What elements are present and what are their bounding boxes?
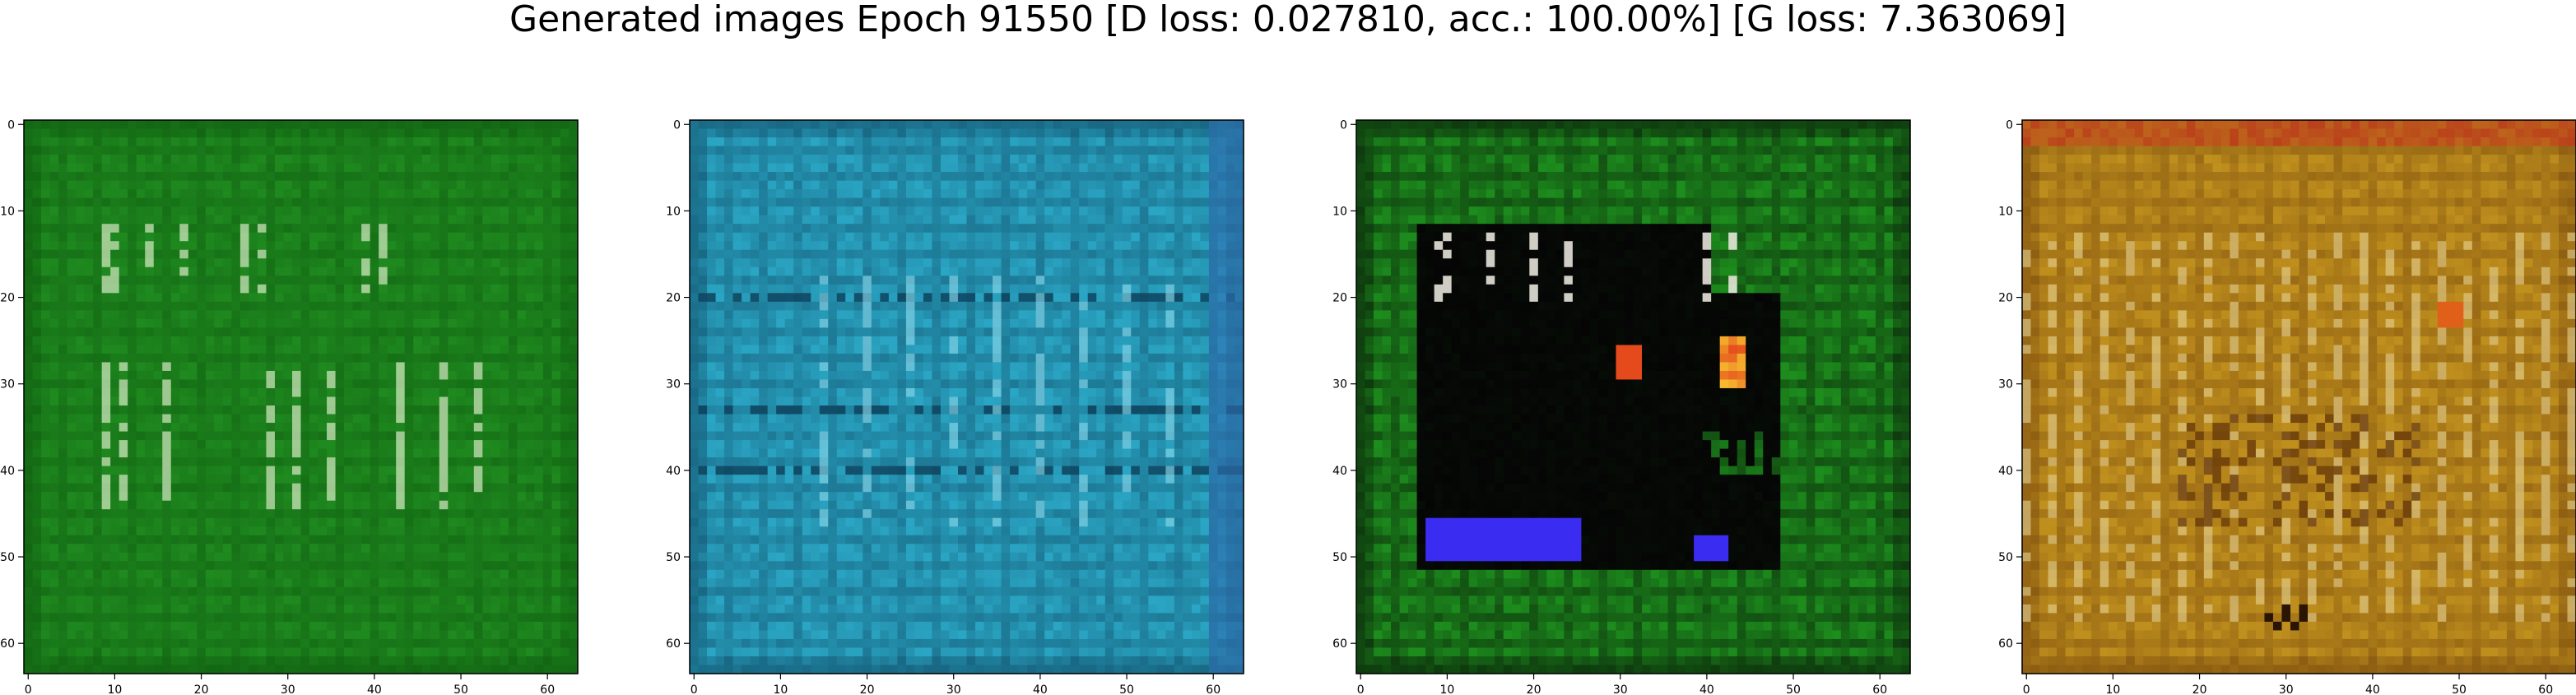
y-tick-label: 10 <box>1998 205 2013 218</box>
y-tick-label: 0 <box>2006 118 2013 132</box>
x-tick-label: 60 <box>1206 683 1221 695</box>
generated-image-4 <box>2022 120 2576 674</box>
x-tick-label: 40 <box>1033 683 1048 695</box>
x-tick-label: 10 <box>774 683 788 695</box>
x-tick-label: 60 <box>1872 683 1887 695</box>
x-tick-label: 20 <box>1527 683 1541 695</box>
y-tick-label: 40 <box>1332 465 1347 478</box>
x-tick-label: 10 <box>2106 683 2121 695</box>
y-tick-label: 40 <box>0 465 15 478</box>
y-tick-label: 40 <box>1998 465 2013 478</box>
y-tick-label: 60 <box>0 637 15 651</box>
figure-title: Generated images Epoch 91550 [D loss: 0.… <box>509 0 2067 40</box>
y-tick-label: 60 <box>1998 637 2013 651</box>
axes-frame <box>689 119 1244 674</box>
x-tick-label: 30 <box>281 683 295 695</box>
generated-image-2 <box>690 120 1244 674</box>
x-tick-label: 40 <box>367 683 382 695</box>
x-tick-label: 0 <box>1357 683 1365 695</box>
y-tick-label: 60 <box>666 637 681 651</box>
y-tick-label: 0 <box>673 118 681 132</box>
y-tick-label: 40 <box>666 465 681 478</box>
x-tick-label: 20 <box>2192 683 2207 695</box>
axes-frame <box>1355 119 1911 674</box>
y-tick-label: 50 <box>1998 551 2013 564</box>
y-tick-label: 10 <box>0 205 15 218</box>
y-tick-label: 10 <box>1332 205 1347 218</box>
y-tick-label: 0 <box>7 118 15 132</box>
x-tick-label: 50 <box>453 683 468 695</box>
x-tick-label: 60 <box>2538 683 2553 695</box>
x-tick-label: 40 <box>1700 683 1714 695</box>
y-tick-label: 30 <box>1998 378 2013 392</box>
x-tick-label: 30 <box>946 683 961 695</box>
x-tick-label: 20 <box>194 683 209 695</box>
y-tick-label: 30 <box>666 378 681 392</box>
x-tick-label: 50 <box>2452 683 2467 695</box>
y-tick-label: 30 <box>1332 378 1347 392</box>
y-tick-label: 20 <box>666 292 681 305</box>
axes-frame <box>2021 119 2576 674</box>
y-tick-label: 20 <box>1332 292 1347 305</box>
y-tick-label: 20 <box>1998 292 2013 305</box>
axes-frame <box>23 119 579 674</box>
y-tick-label: 20 <box>0 292 15 305</box>
y-tick-label: 60 <box>1332 637 1347 651</box>
y-tick-label: 30 <box>0 378 15 392</box>
x-tick-label: 50 <box>1786 683 1801 695</box>
generated-image-3 <box>1356 120 1911 674</box>
x-tick-label: 10 <box>108 683 123 695</box>
x-tick-label: 40 <box>2365 683 2380 695</box>
y-tick-label: 50 <box>0 551 15 564</box>
x-tick-label: 50 <box>1119 683 1134 695</box>
x-tick-label: 0 <box>2023 683 2030 695</box>
y-tick-label: 50 <box>1332 551 1347 564</box>
y-tick-label: 0 <box>1340 118 1347 132</box>
x-tick-label: 10 <box>1440 683 1455 695</box>
generated-image-1 <box>24 120 579 674</box>
y-tick-label: 50 <box>666 551 681 564</box>
x-tick-label: 0 <box>25 683 32 695</box>
x-tick-label: 30 <box>1613 683 1628 695</box>
x-tick-label: 60 <box>540 683 555 695</box>
x-tick-label: 30 <box>2279 683 2294 695</box>
x-tick-label: 20 <box>860 683 875 695</box>
x-tick-label: 0 <box>690 683 698 695</box>
y-tick-label: 10 <box>666 205 681 218</box>
